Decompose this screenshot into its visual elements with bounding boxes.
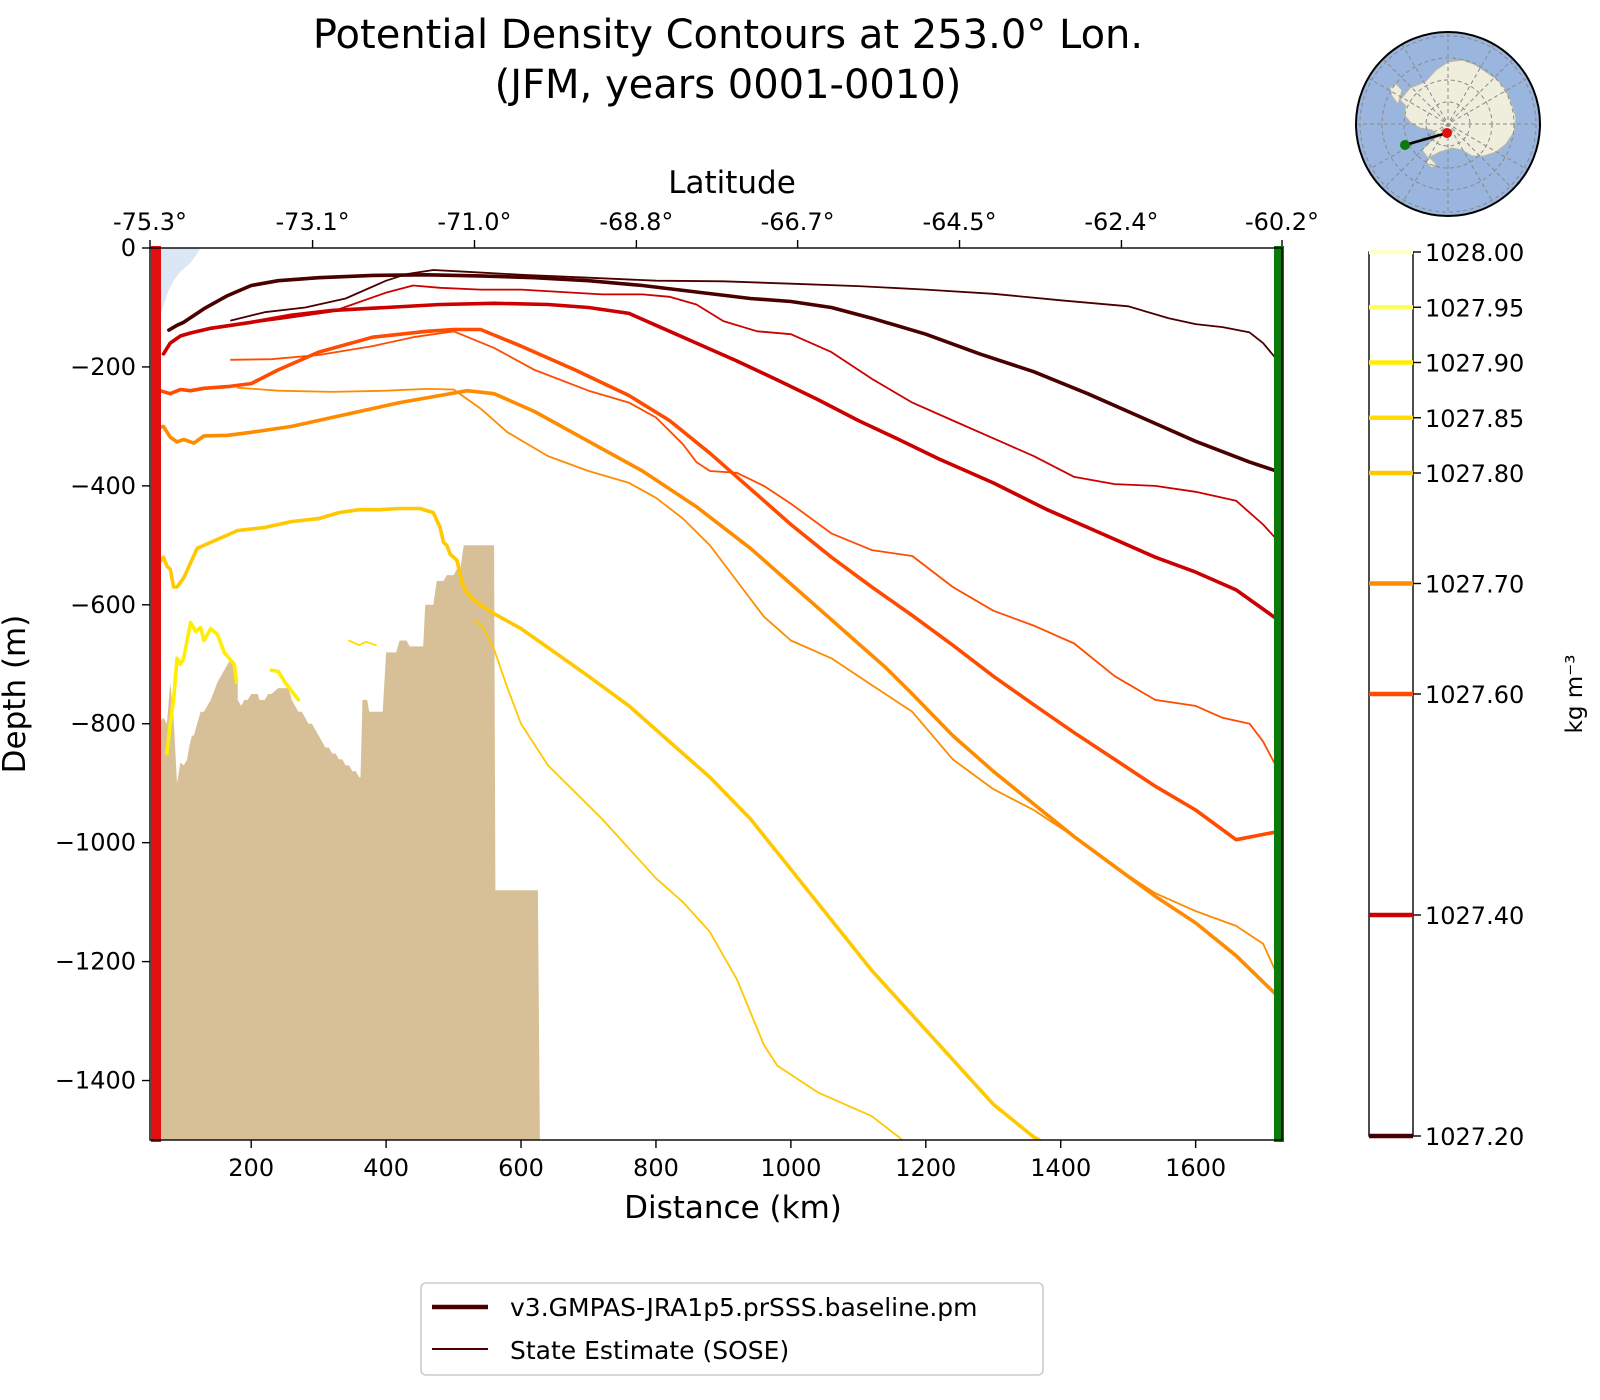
chart-title-line1: Potential Density Contours at 253.0° Lon… [313, 12, 1143, 58]
colorbar-tick-label: 1027.90 [1425, 350, 1524, 378]
inset-section-line [1404, 131, 1448, 147]
colorbar-tick-label: 1027.60 [1425, 681, 1524, 709]
inset-graticule [1356, 32, 1540, 216]
latitude-tick-label: -71.0° [437, 208, 511, 236]
contour-line-1027-9-11 [269, 668, 301, 702]
colorbar-tick-label: 1028.00 [1425, 239, 1524, 267]
contour-line-1027-6-4 [158, 327, 1282, 842]
legend-box [420, 1282, 1044, 1376]
colorbar-tick-label: 1027.85 [1425, 405, 1524, 433]
legend-label-model: v3.GMPAS-JRA1p5.prSSS.baseline.pm [510, 1293, 978, 1322]
latitude-tick-label: -66.7° [761, 208, 835, 236]
y-axis-ticks: 0 −200 −400 −600 −800 −1000 −1200 −1400 [55, 234, 150, 1095]
contour-line-1027-4-3 [230, 284, 1282, 547]
x-tick-label: 1600 [1165, 1154, 1226, 1182]
colorbar-unit-label: kg m⁻³ [1562, 655, 1588, 734]
x-tick-label: 1400 [1030, 1154, 1091, 1182]
contour-line-1027-2-1 [230, 269, 1282, 367]
y-tick-label: −1200 [55, 948, 136, 976]
latitude-tick-label: -64.5° [922, 208, 996, 236]
x-tick-label: 1000 [760, 1154, 821, 1182]
colorbar-levels: 1028.00 1027.95 1027.90 1027.85 1027.80 1027.… [1369, 239, 1524, 1151]
x-tick-label: 1200 [895, 1154, 956, 1182]
contour-line-1027-8-8 [154, 506, 1041, 1140]
y-tick-label: −800 [70, 710, 136, 738]
x-tick-label: 200 [228, 1154, 274, 1182]
colorbar-tick-label: 1027.80 [1425, 460, 1524, 488]
inset-section-end-marker [1400, 140, 1410, 150]
top-axis-label: Latitude [668, 165, 796, 201]
y-tick-label: −600 [70, 591, 136, 619]
plot-frame [149, 247, 1283, 1141]
legend-label-sose: State Estimate (SOSE) [510, 1336, 789, 1365]
y-tick-label: −200 [70, 353, 136, 381]
latitude-tick-label: -68.8° [599, 208, 673, 236]
plot-content [153, 248, 1282, 1140]
contour-line-1027-7-7 [236, 386, 1282, 987]
seafloor-land-area [153, 545, 540, 1140]
colorbar: 1028.00 1027.95 1027.90 1027.85 1027.80 1027.… [1368, 239, 1588, 1151]
y-tick-label: −400 [70, 472, 136, 500]
y-axis-label: Depth (m) [0, 615, 33, 774]
y-tick-label: −1000 [55, 829, 136, 857]
contour-line-1027-6-5 [230, 330, 1282, 779]
colorbar-tick-label: 1027.40 [1425, 902, 1524, 930]
x-axis-ticks: 200 400 600 800 1000 1200 1400 1600 [228, 1140, 1226, 1182]
inset-location-map [1355, 31, 1541, 217]
section-start-bar [151, 246, 161, 1142]
inset-section-start-marker [1442, 128, 1452, 138]
chart-title-line2: (JFM, years 0001-0010) [495, 62, 962, 108]
latitude-tick-label: -60.2° [1245, 208, 1319, 236]
y-tick-label: −1400 [55, 1067, 136, 1095]
x-tick-label: 800 [633, 1154, 679, 1182]
y-tick-label: 0 [121, 234, 136, 262]
x-tick-label: 400 [363, 1154, 409, 1182]
contour-line-1027-85-12 [348, 639, 377, 647]
colorbar-tick-label: 1027.70 [1425, 571, 1524, 599]
contour-line-1027-4-2 [161, 301, 1282, 625]
colorbar-tick-label: 1027.95 [1425, 294, 1524, 322]
contour-line-1027-8-9 [472, 618, 904, 1140]
inset-globe-border [1355, 31, 1541, 217]
latitude-tick-label: -62.4° [1084, 208, 1158, 236]
ice-shelf-area [153, 248, 201, 320]
section-end-bar [1274, 246, 1284, 1142]
contour-line-1027-7-6 [157, 388, 1282, 1003]
contour-line-1027-9-10 [165, 620, 239, 756]
colorbar-tick-label: 1027.20 [1425, 1123, 1524, 1151]
latitude-ticks: -75.3° -73.1° -71.0° -68.8° -66.7° -64.5° -62.… [113, 208, 1319, 248]
x-tick-label: 600 [498, 1154, 544, 1182]
x-axis-label: Distance (km) [624, 1190, 842, 1226]
contour-line-1027-2-0 [167, 273, 1282, 475]
latitude-tick-label: -75.3° [113, 208, 187, 236]
latitude-tick-label: -73.1° [276, 208, 350, 236]
contour-lines [154, 269, 1282, 1140]
legend: v3.GMPAS-JRA1p5.prSSS.baseline.pm State … [420, 1282, 1044, 1376]
